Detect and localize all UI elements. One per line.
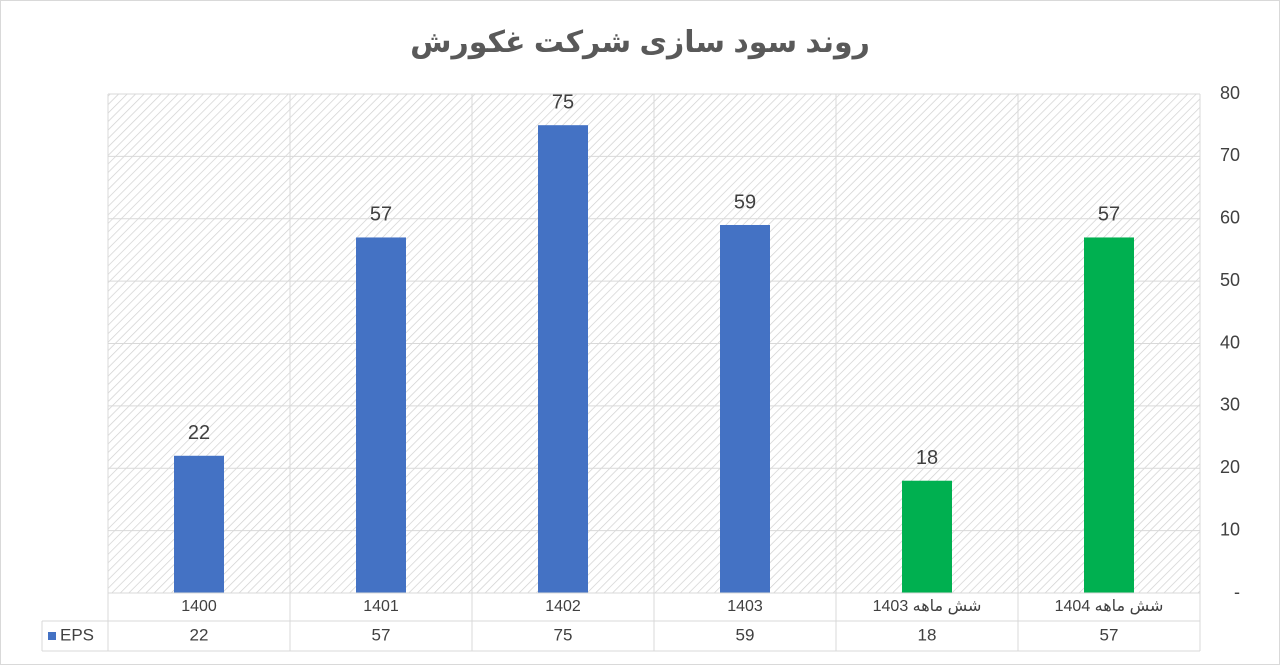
y-tick-label: 30	[1220, 395, 1240, 415]
x-tick-label: 1403	[727, 598, 763, 615]
x-tick-label: شش ماهه 1404	[1055, 598, 1164, 616]
data-label: 59	[734, 191, 756, 213]
chart-title: روند سود سازی شرکت غکورش	[410, 26, 870, 60]
bar	[902, 480, 952, 593]
bar	[356, 237, 406, 593]
bar	[720, 224, 770, 594]
bar	[174, 455, 224, 593]
data-label: 57	[1098, 204, 1120, 226]
table-value: 57	[372, 625, 391, 644]
data-label: 57	[370, 204, 392, 226]
bar	[1084, 237, 1134, 593]
y-tick-label: 60	[1220, 208, 1240, 228]
table-value: 18	[918, 625, 937, 644]
x-tick-label: 1402	[545, 598, 581, 615]
x-tick-label: شش ماهه 1403	[873, 598, 982, 616]
y-tick-label: 40	[1220, 332, 1240, 352]
data-label: 75	[552, 91, 574, 113]
y-tick-label: -	[1234, 582, 1240, 602]
data-label: 18	[916, 447, 938, 469]
y-tick-label: 20	[1220, 457, 1240, 477]
x-tick-label: 1400	[181, 598, 217, 615]
y-tick-label: 50	[1220, 270, 1240, 290]
legend-label: EPS	[60, 625, 94, 644]
data-label: 22	[188, 422, 210, 444]
table-value: 22	[190, 625, 209, 644]
bar	[538, 125, 588, 593]
table-value: 75	[554, 625, 573, 644]
table-value: 59	[736, 625, 755, 644]
legend-swatch	[48, 632, 56, 640]
y-tick-label: 70	[1220, 145, 1240, 165]
y-tick-label: 10	[1220, 519, 1240, 539]
x-tick-label: 1401	[363, 598, 399, 615]
table-value: 57	[1100, 625, 1119, 644]
y-tick-label: 80	[1220, 83, 1240, 103]
